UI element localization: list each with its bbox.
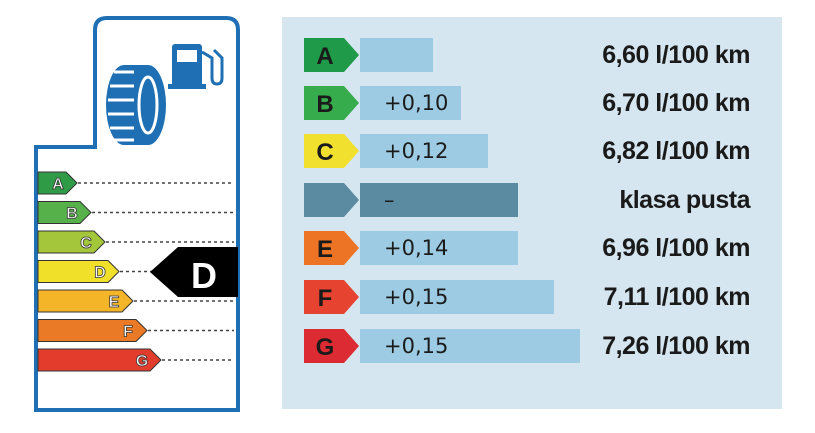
svg-text:G: G	[316, 334, 335, 361]
label-class-letter: G	[136, 353, 148, 370]
label-class-letter: D	[94, 265, 106, 282]
difference-value: +0,15	[384, 285, 449, 309]
table-row: F +0,15 7,11 l/100 km	[282, 277, 782, 317]
label-class-arrow	[37, 289, 134, 313]
table-row: B +0,10 6,70 l/100 km	[282, 83, 782, 123]
label-class-e: E	[37, 289, 234, 313]
consumption-value: 6,60 l/100 km	[602, 41, 750, 69]
difference-value: +0,15	[384, 334, 449, 358]
difference-value: –	[384, 188, 395, 212]
label-class-arrow	[37, 348, 162, 372]
table-row: E +0,14 6,96 l/100 km	[282, 228, 782, 268]
label-class-c: C	[37, 230, 234, 254]
label-class-f: F	[37, 319, 234, 342]
table-row: C +0,12 6,82 l/100 km	[282, 131, 782, 171]
consumption-value: 6,96 l/100 km	[602, 234, 750, 262]
consumption-bar	[360, 38, 433, 72]
difference-value: +0,12	[384, 139, 449, 163]
label-class-arrow	[37, 201, 92, 224]
label-class-a: A	[37, 171, 234, 195]
consumption-bar	[360, 329, 580, 363]
svg-text:B: B	[316, 91, 333, 118]
consumption-bar	[360, 280, 554, 314]
consumption-bar	[360, 134, 488, 168]
consumption-value: klasa pusta	[619, 186, 750, 214]
label-class-arrow	[37, 171, 78, 195]
class-arrow: G	[304, 329, 360, 363]
label-class-b: B	[37, 201, 234, 224]
consumption-bar	[360, 86, 461, 120]
svg-text:C: C	[316, 139, 333, 166]
tire-icon	[106, 65, 166, 145]
label-class-letter: C	[80, 235, 92, 252]
fuel-consumption-table: A 6,60 l/100 km B +0,10 6,70 l/100 km C +…	[282, 17, 782, 409]
label-class-letter: F	[123, 324, 133, 341]
current-class-marker: D	[150, 247, 238, 297]
svg-text:A: A	[316, 43, 333, 70]
class-arrow: E	[304, 231, 360, 265]
svg-text:F: F	[318, 285, 333, 312]
label-class-arrow	[37, 230, 106, 254]
fuel-pump-icon	[168, 44, 224, 89]
class-arrow: F	[304, 280, 360, 314]
class-arrow: B	[304, 86, 360, 120]
table-row: A 6,60 l/100 km	[282, 35, 782, 75]
class-arrow: A	[304, 38, 360, 72]
consumption-bar	[360, 231, 518, 265]
label-class-letter: E	[109, 294, 120, 311]
consumption-value: 7,11 l/100 km	[603, 283, 751, 311]
svg-text:E: E	[317, 236, 333, 263]
current-class-letter: D	[191, 255, 217, 296]
consumption-value: 7,26 l/100 km	[602, 332, 750, 360]
consumption-value: 6,70 l/100 km	[602, 89, 750, 117]
table-row: – klasa pusta	[282, 180, 782, 220]
label-class-arrow	[37, 260, 120, 283]
label-class-arrow	[37, 319, 148, 342]
table-row: G +0,15 7,26 l/100 km	[282, 326, 782, 366]
difference-value: +0,14	[384, 236, 449, 260]
class-arrow: C	[304, 134, 360, 168]
difference-value: +0,10	[384, 91, 449, 115]
label-class-letter: A	[52, 176, 64, 193]
consumption-value: 6,82 l/100 km	[602, 137, 750, 165]
consumption-bar	[360, 183, 518, 217]
class-arrow	[304, 183, 360, 217]
label-class-letter: B	[66, 206, 78, 223]
label-class-g: G	[37, 348, 234, 372]
